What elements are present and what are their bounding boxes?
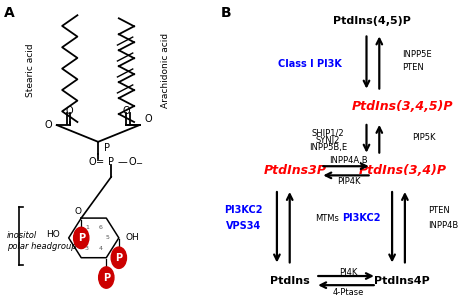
Text: INPP4A,B: INPP4A,B <box>329 156 368 165</box>
Circle shape <box>73 227 89 249</box>
Text: PI3KC2: PI3KC2 <box>224 206 263 215</box>
Text: SYNJ2: SYNJ2 <box>316 136 340 145</box>
Text: INPP4B: INPP4B <box>428 221 458 230</box>
Text: —: — <box>117 157 127 167</box>
Text: PI3KC2: PI3KC2 <box>342 213 381 223</box>
Text: 5: 5 <box>106 235 109 240</box>
Text: VPS34: VPS34 <box>226 221 261 231</box>
Text: PIP4K: PIP4K <box>337 177 360 186</box>
Text: P: P <box>108 157 114 167</box>
Text: O: O <box>123 106 130 116</box>
Text: Arachidonic acid: Arachidonic acid <box>161 33 170 108</box>
Text: PtdIns: PtdIns <box>270 276 310 285</box>
Text: 2: 2 <box>78 235 82 240</box>
Text: O: O <box>74 207 82 217</box>
Text: P: P <box>78 233 85 243</box>
Text: O: O <box>66 106 73 116</box>
Text: OH: OH <box>126 233 139 242</box>
Text: PtdIns(3,4,5)P: PtdIns(3,4,5)P <box>352 100 453 113</box>
Text: PtdIns(3,4)P: PtdIns(3,4)P <box>358 164 447 177</box>
Text: INPP5B,E: INPP5B,E <box>309 143 347 152</box>
Text: O: O <box>145 114 152 124</box>
Text: =: = <box>96 157 104 167</box>
Text: 4: 4 <box>99 246 103 251</box>
Text: MTMs: MTMs <box>315 214 339 223</box>
Text: PIP5K: PIP5K <box>412 133 436 142</box>
Text: Stearic acid: Stearic acid <box>26 43 35 97</box>
Circle shape <box>99 267 114 288</box>
Text: INPP5E: INPP5E <box>402 50 432 59</box>
Text: P: P <box>103 273 110 282</box>
Text: A: A <box>4 6 15 20</box>
Text: O: O <box>128 157 136 167</box>
Text: 4-Ptase: 4-Ptase <box>333 288 364 297</box>
Text: inositol
polar headgroup: inositol polar headgroup <box>7 231 76 251</box>
Text: SHIP1/2: SHIP1/2 <box>312 128 345 137</box>
Text: −: − <box>135 160 142 169</box>
Text: PTEN: PTEN <box>402 63 424 72</box>
Circle shape <box>111 247 127 268</box>
Text: HO: HO <box>46 230 60 239</box>
Text: 6: 6 <box>99 224 102 229</box>
Text: Class I PI3K: Class I PI3K <box>278 59 342 69</box>
Text: PtdIns3P: PtdIns3P <box>264 164 326 177</box>
Text: PTEN: PTEN <box>428 206 450 215</box>
Text: PtdIns(4,5)P: PtdIns(4,5)P <box>333 16 410 26</box>
Text: P: P <box>104 143 109 153</box>
Text: PI4K: PI4K <box>339 268 358 278</box>
Text: O: O <box>88 157 96 167</box>
Text: B: B <box>220 6 231 20</box>
Text: PtdIns4P: PtdIns4P <box>374 276 430 285</box>
Text: 1: 1 <box>85 224 89 229</box>
Text: 3: 3 <box>85 246 89 251</box>
Text: P: P <box>115 253 122 263</box>
Text: O: O <box>44 120 52 130</box>
